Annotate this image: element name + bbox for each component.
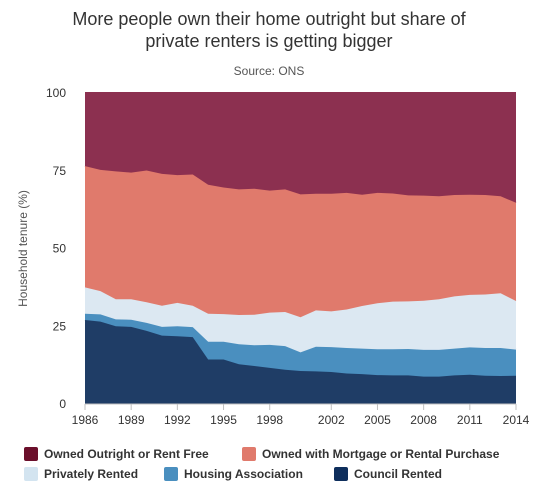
legend-swatch-council-rented (334, 466, 348, 481)
legend-swatch-privately-rented (24, 466, 38, 481)
x-tick-label-2002: 2002 (318, 413, 345, 427)
legend-item-privately-rented[interactable]: Privately Rented (24, 464, 138, 484)
legend: Owned Outright or Rent Free Owned with M… (24, 444, 534, 484)
y-tick-label-25: 25 (53, 319, 67, 333)
area-owned-outright-or-rent-free (85, 93, 516, 203)
x-tick-label-1992: 1992 (164, 413, 191, 427)
legend-label-council-rented: Council Rented (354, 467, 443, 481)
y-axis-title: Household tenure (%) (16, 190, 30, 307)
legend-item-council-rented[interactable]: Council Rented (334, 464, 442, 484)
legend-swatch-housing-association (164, 466, 178, 481)
legend-item-housing-association[interactable]: Housing Association (164, 464, 303, 484)
x-tick-label-2005: 2005 (364, 413, 391, 427)
x-tick-label-1989: 1989 (118, 413, 145, 427)
legend-item-owned-outright[interactable]: Owned Outright or Rent Free (24, 444, 209, 464)
legend-row-1: Owned Outright or Rent Free Owned with M… (24, 444, 534, 464)
y-tick-label-0: 0 (59, 397, 66, 411)
legend-row-2: Privately Rented Housing Association Cou… (24, 464, 534, 484)
y-tick-label-75: 75 (53, 164, 67, 178)
area-council-rented (85, 320, 516, 404)
chart-title: More people own their home outright but … (0, 8, 538, 52)
x-tick-label-2008: 2008 (410, 413, 437, 427)
x-tick-label-1986: 1986 (72, 413, 99, 427)
x-tick-label-2011: 2011 (457, 413, 483, 427)
area-housing-association (85, 313, 516, 377)
chart-title-line-2: private renters is getting bigger (145, 31, 393, 51)
legend-item-owned-mortgage[interactable]: Owned with Mortgage or Rental Purchase (242, 444, 499, 464)
x-tick-label-2014: 2014 (503, 413, 530, 427)
y-tick-label-50: 50 (53, 242, 67, 256)
chart-subtitle: Source: ONS (233, 64, 305, 78)
legend-label-owned-outright: Owned Outright or Rent Free (44, 447, 209, 461)
legend-swatch-owned-mortgage (242, 446, 256, 461)
area-owned-with-mortgage-or-rental-purchase (85, 166, 516, 318)
legend-label-privately-rented: Privately Rented (44, 467, 139, 481)
legend-label-housing-association: Housing Association (184, 467, 303, 481)
y-tick-label-100: 100 (46, 86, 66, 100)
area-privately-rented (85, 287, 516, 353)
area-chart: 0 25 50 75 100 1986 1989 1992 1995 1998 2002 2005 20… (16, 86, 530, 427)
x-tick-label-1995: 1995 (210, 413, 237, 427)
legend-swatch-owned-outright (24, 446, 38, 461)
x-tick-label-1998: 1998 (256, 413, 283, 427)
legend-label-owned-mortgage: Owned with Mortgage or Rental Purchase (262, 447, 500, 461)
chart-title-line-1: More people own their home outright but … (72, 9, 466, 29)
